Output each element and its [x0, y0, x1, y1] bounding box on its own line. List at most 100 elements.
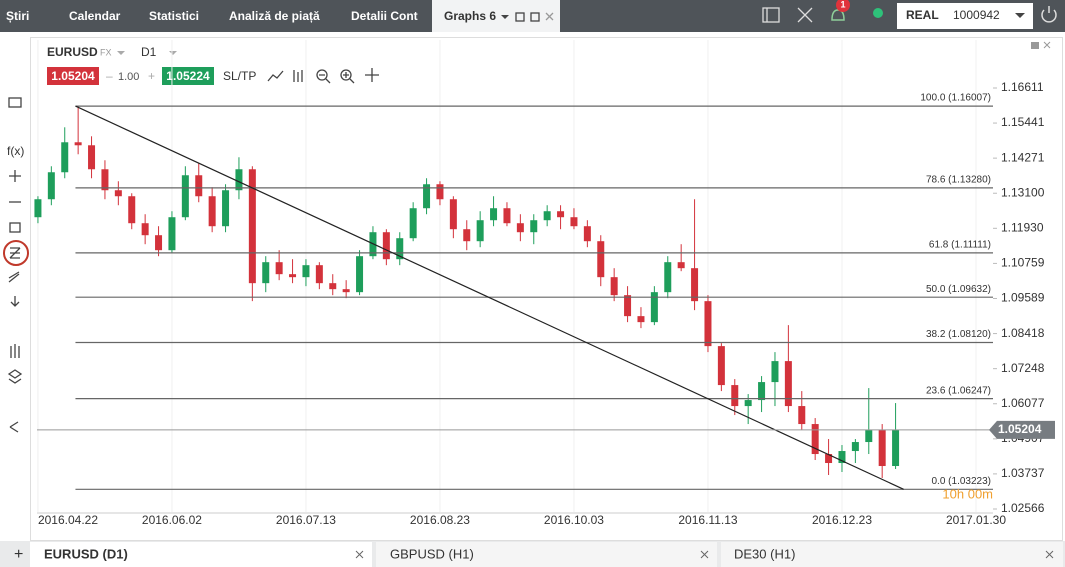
candle-body [356, 256, 364, 293]
chart-type-icon[interactable] [267, 70, 284, 82]
nav-tab[interactable]: Analiză de piață [229, 9, 320, 23]
candle-body [315, 265, 323, 284]
fib-label: 78.6 (1.13280) [926, 174, 991, 185]
sell-button[interactable] [47, 67, 99, 85]
fib-label: 50.0 (1.09632) [926, 284, 991, 295]
bottom-tab[interactable]: GBPUSD (H1) [390, 546, 474, 561]
candle-body [409, 208, 417, 239]
candle-body [503, 208, 511, 224]
x-tick-label: 2017.01.30 [946, 513, 1006, 527]
candle-body [717, 346, 725, 386]
candles-icon[interactable] [293, 70, 303, 82]
bid-price[interactable]: 1.05204 [51, 69, 95, 83]
bottom-tab-bg[interactable] [30, 542, 372, 567]
candle-body [195, 175, 203, 197]
candle-body [677, 262, 685, 269]
interval[interactable]: D1 [141, 45, 157, 59]
fib-tool-icon[interactable] [9, 247, 21, 259]
tool-icon[interactable] [9, 170, 21, 182]
power-icon[interactable] [1041, 6, 1057, 23]
bottom-tab[interactable]: DE30 (H1) [734, 546, 795, 561]
panel-menu-icon[interactable] [1031, 42, 1039, 49]
account-dropdown[interactable] [1015, 13, 1025, 18]
bottom-tab-bg[interactable] [376, 542, 717, 567]
bell-icon[interactable] [831, 9, 845, 21]
symbol[interactable]: EURUSD [47, 45, 98, 59]
y-tick-label: 1.13100 [1001, 185, 1045, 199]
candle-body [289, 274, 297, 278]
candle-body [222, 190, 230, 227]
close-icon[interactable] [545, 12, 554, 21]
dropdown-icon[interactable] [117, 51, 125, 55]
nav-tab[interactable]: Detalii Cont [351, 9, 418, 23]
market: FX [100, 47, 112, 57]
x-tick-label: 2016.06.02 [142, 513, 202, 527]
candle-body [664, 262, 672, 293]
tab-close[interactable] [1045, 550, 1054, 559]
candle-body [516, 223, 524, 233]
maximize-icon[interactable] [530, 12, 540, 22]
candle-body [490, 208, 498, 221]
fx-tool[interactable]: f(x) [7, 144, 24, 158]
candle-body [530, 220, 538, 233]
candle-body [235, 169, 243, 191]
active-tab[interactable]: Graphs 6 [444, 9, 496, 23]
tool-icon[interactable] [9, 222, 21, 233]
candle-body [396, 238, 404, 260]
volume[interactable]: 1.00 [118, 71, 139, 83]
sltp-button[interactable]: SL/TP [223, 69, 256, 83]
nav-tab[interactable]: Calendar [69, 9, 121, 23]
plus[interactable]: + [148, 69, 155, 83]
candle-body [838, 451, 846, 464]
add-tab[interactable]: + [14, 546, 23, 563]
candle-body [892, 429, 900, 467]
ask-price[interactable]: 1.05224 [166, 69, 210, 83]
y-tick-label: 1.16611 [1001, 80, 1044, 94]
candle-body [758, 382, 766, 401]
fullscreen-icon[interactable] [797, 7, 813, 23]
move-icon[interactable] [365, 68, 379, 82]
badge [836, 0, 850, 12]
bottom-tab-bg[interactable] [721, 542, 1063, 567]
nav-tab[interactable]: Statistici [149, 9, 199, 23]
tab-close[interactable] [700, 550, 709, 559]
tool-icon[interactable] [8, 97, 22, 108]
zoom-out-icon[interactable] [316, 69, 328, 81]
share-icon[interactable] [9, 421, 19, 433]
tool-icon[interactable] [8, 271, 20, 283]
candle-body [47, 172, 55, 200]
account-box[interactable] [897, 3, 1033, 29]
tab-close[interactable] [355, 550, 364, 559]
candle-body [583, 226, 591, 242]
candle-body [181, 175, 189, 218]
detach-icon[interactable] [515, 12, 525, 22]
fib-label: 38.2 (1.08120) [926, 329, 991, 340]
zoom-in-icon[interactable] [340, 69, 352, 81]
panel-close-icon[interactable] [1043, 41, 1051, 49]
zoom-out-line [319, 74, 331, 84]
x-tick-label: 2016.07.13 [276, 513, 336, 527]
dropdown-icon[interactable] [169, 51, 177, 55]
account-id: 1000942 [953, 8, 1000, 22]
layout-icon[interactable] [762, 7, 780, 23]
candle-body [731, 385, 739, 407]
nav-tab[interactable]: Știri [6, 9, 29, 23]
candle-body [865, 430, 873, 443]
plot: 2016.04.22 2016.06.02 2016.07.13 2016.08.23… [34, 40, 1055, 527]
tool-icon[interactable] [10, 344, 20, 358]
dropdown-icon[interactable] [501, 15, 509, 19]
candle-body [382, 232, 390, 260]
candle-body [878, 430, 886, 467]
bottom-tab[interactable]: EURUSD (D1) [44, 546, 128, 561]
buy-button[interactable] [162, 67, 214, 85]
y-tick-label: 1.10759 [1001, 256, 1045, 270]
tool-icon[interactable] [10, 296, 20, 307]
candle-body [851, 442, 859, 452]
candle-body [342, 289, 350, 293]
tool-icon[interactable] [7, 369, 23, 384]
fib-label: 0.0 (1.03223) [932, 476, 992, 487]
x-tick-label: 2016.08.23 [410, 513, 470, 527]
candle-body [34, 199, 42, 218]
minus[interactable]: – [106, 69, 113, 83]
